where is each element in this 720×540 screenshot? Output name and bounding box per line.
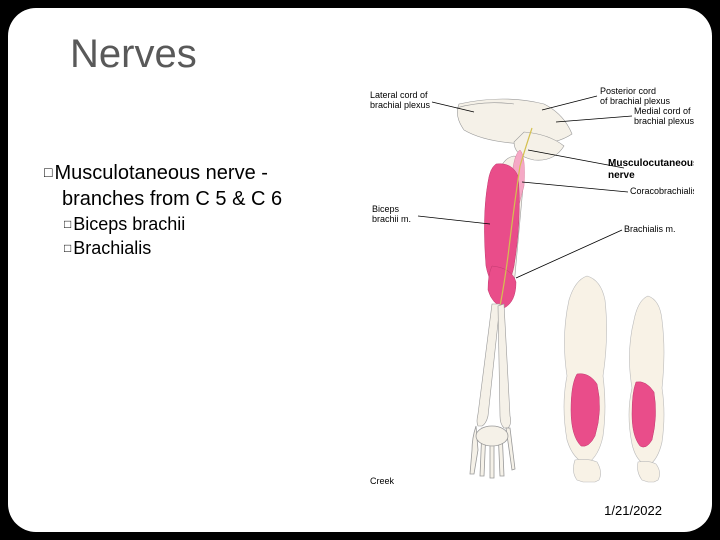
- square-bullet-icon: □: [64, 217, 71, 231]
- label-lateral-cord-2: brachial plexus: [370, 100, 431, 110]
- square-bullet-icon: □: [44, 163, 52, 181]
- label-medial-cord-1: Medial cord of: [634, 106, 691, 116]
- bullet-sub-2-text: Brachialis: [73, 238, 151, 258]
- bullet-main: □Musculotaneous nerve -: [44, 160, 268, 186]
- anatomy-diagram: Lateral cord of brachial plexus Posterio…: [364, 86, 694, 490]
- label-biceps-2: brachii m.: [372, 214, 411, 224]
- slide-frame: Nerves □Musculotaneous nerve - branches …: [8, 8, 712, 532]
- label-medial-cord-2: brachial plexus: [634, 116, 694, 126]
- label-musculocutaneous-2: nerve: [608, 170, 635, 181]
- bullet-sub-1: □Biceps brachii: [64, 214, 185, 235]
- bullet-sub-1-text: Biceps brachii: [73, 214, 185, 234]
- bullet-main-line2: branches from C 5 & C 6: [62, 186, 282, 212]
- label-posterior-cord-1: Posterior cord: [600, 86, 656, 96]
- label-credit: Creek: [370, 476, 395, 486]
- square-bullet-icon: □: [64, 241, 71, 255]
- bullet-main-text-1: Musculotaneous nerve -: [54, 162, 267, 184]
- label-lateral-cord-1: Lateral cord of: [370, 90, 428, 100]
- label-brachialis: Brachialis m.: [624, 224, 676, 234]
- label-coracobrachialis: Coracobrachialis: [630, 186, 694, 196]
- footer-date: 1/21/2022: [604, 503, 662, 518]
- bullet-sub-2: □Brachialis: [64, 238, 151, 259]
- label-posterior-cord-2: of brachial plexus: [600, 96, 671, 106]
- label-musculocutaneous-1: Musculocutaneous: [608, 158, 694, 169]
- label-biceps-1: Biceps: [372, 204, 400, 214]
- slide-title: Nerves: [70, 32, 197, 77]
